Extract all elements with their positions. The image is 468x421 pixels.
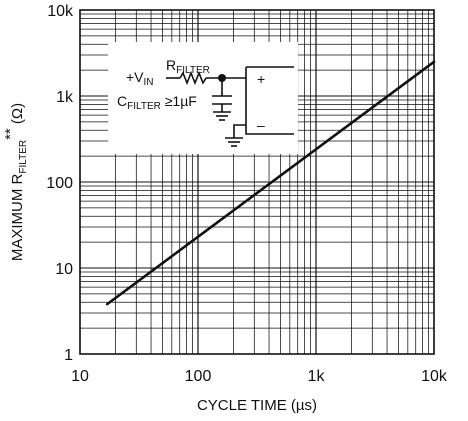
inset-background <box>108 42 298 154</box>
inset-c-filter-label-suffix: ≥1µF <box>161 93 197 109</box>
inset-c-filter-label-main: C <box>117 93 127 109</box>
x-tick-label: 1k <box>308 368 326 385</box>
inset-vin-label-main: +V <box>126 69 144 85</box>
x-tick-label: 100 <box>185 368 212 385</box>
x-tick-labels: 10 100 1k 10k <box>71 368 448 385</box>
inset-vin-label: +VIN <box>126 69 154 88</box>
inset-r-filter-label: RFILTER <box>166 57 210 76</box>
inset-r-filter-label-sub: FILTER <box>176 65 210 76</box>
series <box>105 60 436 306</box>
y-tick-label: 1 <box>64 347 73 364</box>
y-axis-label-main: MAXIMUM R <box>9 173 26 261</box>
plot-frame <box>79 9 435 355</box>
opamp-body <box>245 67 294 135</box>
inset-vin-label-sub: IN <box>144 77 154 88</box>
y-tick-label: 10k <box>47 3 74 20</box>
axis-labels: CYCLE TIME (µs) MAXIMUM RFILTER** (Ω) <box>2 103 317 414</box>
y-tick-labels: 1 10 100 1k 10k <box>46 3 74 364</box>
opamp-minus-label: – <box>257 117 265 133</box>
x-tick-label: 10 <box>71 368 89 385</box>
y-axis-label-unit: (Ω) <box>9 103 26 128</box>
x-tick-label: 10k <box>421 368 448 385</box>
series-line-0 <box>105 60 436 306</box>
y-tick-label: 100 <box>46 175 73 192</box>
inset-c-filter-label-sub: FILTER <box>127 101 161 112</box>
y-tick-label: 10 <box>55 261 73 278</box>
minus-wire <box>233 124 246 138</box>
inset-c-filter-label: CFILTER ≥1µF <box>117 93 197 112</box>
y-axis-label-sub: FILTER <box>18 140 29 174</box>
resistor-symbol <box>179 70 207 86</box>
y-tick-label: 1k <box>56 89 74 106</box>
opamp-plus-label: + <box>257 71 265 87</box>
x-axis-label: CYCLE TIME (µs) <box>197 397 317 414</box>
inset-r-filter-label-main: R <box>166 57 176 73</box>
y-axis-label: MAXIMUM RFILTER** (Ω) <box>2 103 29 261</box>
y-axis-label-sup: ** <box>2 128 19 140</box>
